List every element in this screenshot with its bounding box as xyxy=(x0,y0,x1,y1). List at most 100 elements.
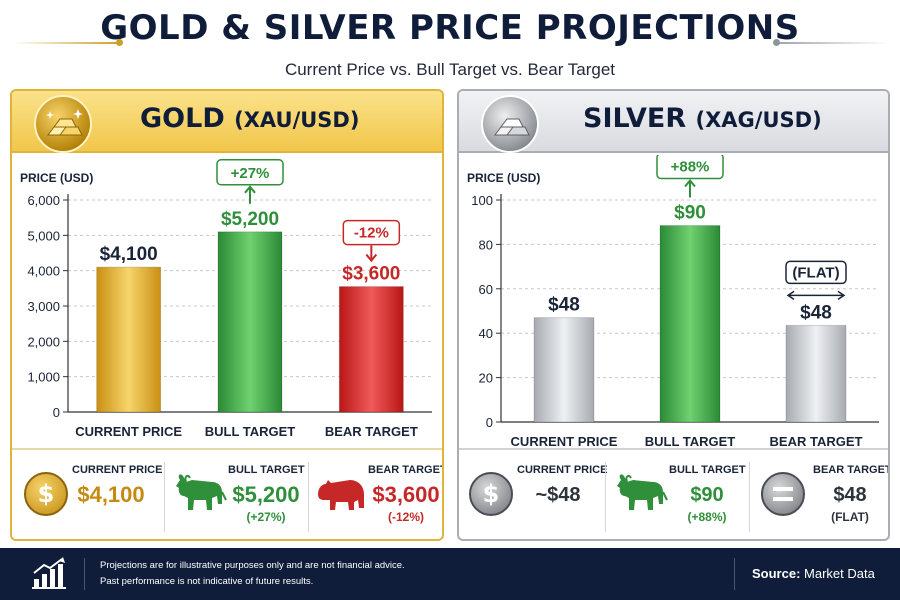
y-tick-label: 3,000 xyxy=(27,299,60,314)
y-axis-title: PRICE (USD) xyxy=(20,171,93,185)
change-label: +88% xyxy=(671,159,710,176)
svg-text:$: $ xyxy=(38,480,55,508)
bull-icon xyxy=(617,474,668,510)
flat-arrow-icon-right-head xyxy=(837,290,846,301)
x-tick-label: CURRENT PRICE xyxy=(75,424,182,439)
bear-icon xyxy=(318,480,364,510)
footer-source: Source: Market Data xyxy=(752,566,875,581)
y-tick-label: 4,000 xyxy=(27,264,60,279)
silver-name: SILVER xyxy=(583,103,687,134)
page-title: GOLD & SILVER PRICE PROJECTIONS xyxy=(100,8,800,48)
bar-bear-target xyxy=(785,324,847,423)
change-label: -12% xyxy=(354,225,389,242)
gold-summary: $ CURRENT PRICE $4,100 BULL TARGET $5,20… xyxy=(12,448,444,539)
bull-icon xyxy=(176,474,227,510)
down-arrow-icon-head xyxy=(365,253,378,263)
silver-summary: $ CURRENT PRICE ~$48 BULL TARGET $90 (+8… xyxy=(459,448,890,539)
silver-pair: (XAG/USD) xyxy=(695,108,822,132)
footer-disclaimer-1: Projections are for illustrative purpose… xyxy=(100,560,405,571)
gold-name: GOLD xyxy=(140,103,225,134)
gold-bars-icon xyxy=(34,95,92,153)
silver-summary-current-label: CURRENT PRICE xyxy=(517,464,608,476)
gold-summary-bear-label: BEAR TARGET xyxy=(368,464,444,476)
change-label: +27% xyxy=(231,165,270,182)
bar-bull-target xyxy=(217,231,283,413)
svg-text:$: $ xyxy=(483,480,500,508)
gold-summary-bull-label: BULL TARGET xyxy=(228,464,305,476)
gold-summary-bull-change: (+27%) xyxy=(246,510,286,524)
data-label: $48 xyxy=(548,295,580,316)
x-tick-label: BEAR TARGET xyxy=(325,424,418,439)
change-badge xyxy=(785,260,847,285)
silver-panel-header: SILVER (XAG/USD) xyxy=(459,91,888,153)
silver-summary-current: $ CURRENT PRICE ~$48 xyxy=(459,450,608,539)
silver-summary-bear-value: $48 xyxy=(833,484,867,506)
data-label: $4,100 xyxy=(100,244,158,265)
silver-summary-current-value: ~$48 xyxy=(535,484,581,506)
title-decoration-left xyxy=(12,42,120,44)
data-label: $5,200 xyxy=(221,209,279,230)
y-tick-label: 40 xyxy=(479,326,493,341)
gold-summary-bear-value: $3,600 xyxy=(372,482,440,507)
gold-summary-bear-change: (-12%) xyxy=(387,510,424,524)
title-decoration-right xyxy=(776,42,888,44)
bar-bear-target xyxy=(338,286,404,413)
change-label: (FLAT) xyxy=(792,264,839,281)
y-tick-label: 20 xyxy=(479,371,493,386)
y-tick-label: 5,000 xyxy=(27,228,60,243)
summary-divider xyxy=(308,462,309,532)
y-tick-label: 2,000 xyxy=(27,334,60,349)
gold-pair: (XAU/USD) xyxy=(234,108,360,132)
change-badge xyxy=(216,159,284,186)
data-label: $48 xyxy=(800,302,832,323)
gold-panel-header: GOLD (XAU/USD) xyxy=(12,91,442,153)
dollar-coin-icon: $ xyxy=(469,472,513,516)
source-label: Source: xyxy=(752,566,801,581)
gold-bar-chart: PRICE (USD) 0 1,000 2,000 3,000 4,000 5,000 6,0… xyxy=(20,159,432,439)
silver-panel: SILVER (XAG/USD) PRICE (USD) 0 20 40 60 80 100… xyxy=(457,89,890,541)
bar-bull-target xyxy=(659,225,721,423)
y-tick-label: 6,000 xyxy=(27,193,60,208)
footer: Projections are for illustrative purpose… xyxy=(0,548,900,600)
y-tick-label: 0 xyxy=(53,405,60,420)
summary-divider xyxy=(605,462,606,532)
silver-summary-bull-label: BULL TARGET xyxy=(669,464,746,476)
silver-summary-bear: BEAR TARGET $48 (FLAT) xyxy=(751,450,890,539)
gold-panel: GOLD (XAU/USD) PRICE (USD) 0 1,000 2,000 3,0… xyxy=(10,89,444,541)
summary-divider xyxy=(164,462,165,532)
change-badge xyxy=(656,155,724,180)
title-decoration-dot-left xyxy=(116,39,123,46)
x-tick-label: BULL TARGET xyxy=(205,424,296,439)
change-badge xyxy=(342,219,401,246)
gold-panel-title: GOLD (XAU/USD) xyxy=(140,103,359,134)
footer-disclaimer-2: Past performance is not indicative of fu… xyxy=(100,576,314,587)
silver-bar-chart: PRICE (USD) 0 20 40 60 80 100 CURRENT PRICE $48 B… xyxy=(467,155,879,447)
bar-current-price xyxy=(533,317,595,423)
silver-summary-bull-change: (+88%) xyxy=(687,510,727,524)
source-value: Market Data xyxy=(804,566,875,581)
dollar-coin-icon: $ xyxy=(24,472,68,516)
y-tick-label: 100 xyxy=(471,193,493,208)
gold-summary-current: $ CURRENT PRICE $4,100 xyxy=(12,450,163,539)
silver-summary-bear-label: BEAR TARGET xyxy=(813,464,890,476)
silver-bars-icon xyxy=(481,95,539,153)
growth-chart-icon xyxy=(32,557,66,589)
silver-summary-bear-change: (FLAT) xyxy=(831,510,869,524)
x-tick-label: CURRENT PRICE xyxy=(511,434,618,447)
silver-summary-bull-value: $90 xyxy=(690,484,724,506)
gold-summary-current-label: CURRENT PRICE xyxy=(72,464,163,476)
footer-divider xyxy=(84,558,85,590)
silver-panel-title: SILVER (XAG/USD) xyxy=(583,103,822,134)
data-label: $90 xyxy=(674,203,706,224)
y-axis-title: PRICE (USD) xyxy=(467,171,540,185)
summary-divider xyxy=(749,462,750,532)
equals-icon xyxy=(761,472,805,516)
footer-divider xyxy=(734,558,735,590)
y-tick-label: 60 xyxy=(479,282,493,297)
gold-summary-bull-value: $5,200 xyxy=(232,482,300,507)
title-decoration-dot-right xyxy=(773,39,780,46)
data-label: $3,600 xyxy=(342,264,400,285)
y-tick-label: 80 xyxy=(479,237,493,252)
up-arrow-icon-head xyxy=(684,178,696,188)
gold-summary-bear: BEAR TARGET $3,600 (-12%) xyxy=(310,450,444,539)
